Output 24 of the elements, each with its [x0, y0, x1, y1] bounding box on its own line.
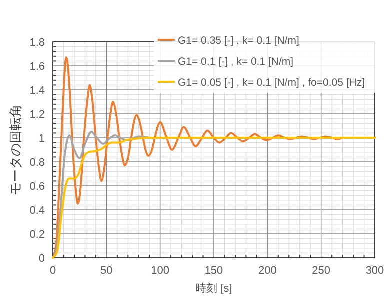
x-tick-label: 250	[312, 265, 331, 277]
y-tick-label: 0.8	[30, 157, 45, 169]
y-tick-label: 1.6	[30, 61, 45, 73]
x-tick-label: 0	[50, 265, 56, 277]
x-tick-label: 50	[100, 265, 113, 277]
y-axis-title: モータの回転角	[8, 104, 23, 196]
legend-label: G1= 0.1 [-] , k= 0.1 [N/m]	[178, 56, 294, 68]
y-tick-label: 1.4	[30, 85, 45, 97]
x-tick-label: 150	[204, 265, 224, 277]
x-axis-title: 時刻 [s]	[196, 282, 232, 295]
y-tick-label: 0.4	[30, 205, 45, 217]
x-tick-label: 200	[258, 265, 277, 277]
y-tick-label: 0.6	[30, 181, 45, 193]
y-tick-label: 0.2	[30, 229, 45, 241]
line-series	[52, 137, 376, 259]
legend-label: G1= 0.35 [-] , k= 0.1 [N/m]	[178, 35, 300, 47]
y-tick-label: 1	[38, 133, 45, 145]
line-series	[52, 131, 151, 259]
y-tick-label: 1.2	[30, 109, 45, 121]
legend-label: G1= 0.05 [-] , k= 0.1 [N/m] , fo=0.05 [Hz]	[178, 77, 366, 89]
y-tick-label: 0	[38, 253, 45, 265]
x-tick-label: 300	[366, 265, 384, 277]
y-tick-label: 1.8	[30, 37, 45, 49]
x-tick-label: 100	[151, 265, 170, 277]
